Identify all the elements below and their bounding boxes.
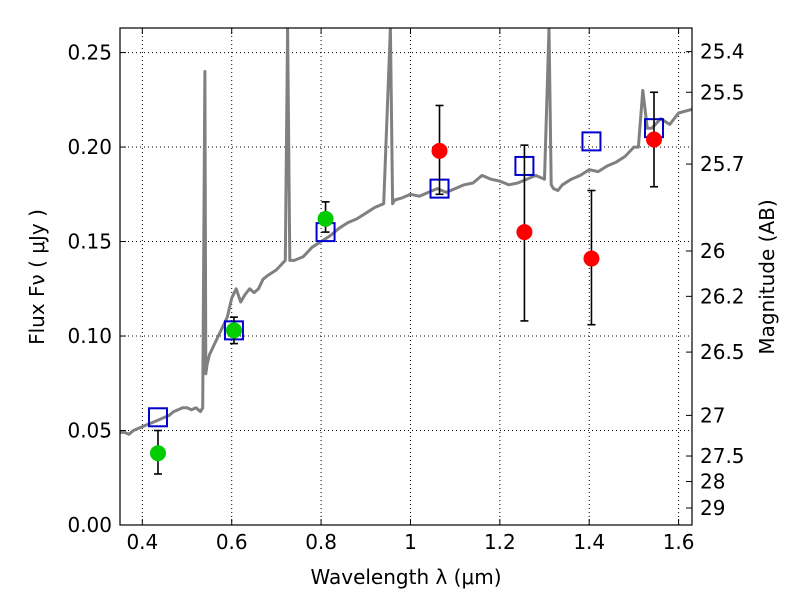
y-tick-label: 0.10 bbox=[67, 324, 112, 348]
y-tick-label: 0.00 bbox=[67, 513, 112, 537]
right-tick-label: 28 bbox=[700, 470, 725, 494]
observed-flux-marker bbox=[225, 322, 242, 339]
observed-flux-marker bbox=[583, 250, 600, 267]
right-tick-label: 26.2 bbox=[700, 284, 745, 308]
right-tick-label: 29 bbox=[700, 496, 725, 520]
model-spectrum-line bbox=[120, 28, 692, 436]
observed-flux-marker bbox=[431, 142, 448, 159]
model-photometry-marker bbox=[147, 407, 168, 428]
observed-flux-marker bbox=[149, 445, 166, 462]
y-tick-label: 0.15 bbox=[67, 230, 112, 254]
observed-flux-marker bbox=[646, 131, 663, 148]
x-tick-label: 1.2 bbox=[484, 530, 516, 554]
x-tick-label: 0.8 bbox=[305, 530, 337, 554]
x-axis-label: Wavelength λ (μm) bbox=[310, 565, 501, 589]
x-tick-label: 0.6 bbox=[216, 530, 248, 554]
right-tick-label: 26.5 bbox=[700, 340, 745, 364]
right-tick-label: 25.7 bbox=[700, 152, 745, 176]
y-axis-label: Flux Fν ( μJy ) bbox=[25, 209, 49, 345]
right-tick-label: 25.5 bbox=[700, 80, 745, 104]
plot-frame bbox=[119, 27, 693, 526]
y-tick-label: 0.25 bbox=[67, 41, 112, 65]
y-tick-label: 0.20 bbox=[67, 135, 112, 159]
plot-area bbox=[120, 28, 692, 475]
right-tick-label: 26 bbox=[700, 239, 725, 263]
x-tick-label: 0.4 bbox=[126, 530, 158, 554]
observed-flux-marker bbox=[317, 210, 334, 227]
model-photometry-marker bbox=[581, 131, 602, 152]
right-tick-label: 27 bbox=[700, 403, 725, 427]
x-tick-label: 1 bbox=[404, 530, 417, 554]
x-tick-label: 1.6 bbox=[663, 530, 695, 554]
y-tick-label: 0.05 bbox=[67, 419, 112, 443]
right-axis-label: Magnitude (AB) bbox=[755, 199, 779, 354]
observed-flux-marker bbox=[516, 224, 533, 241]
right-tick-label: 25.4 bbox=[700, 40, 745, 64]
x-tick-label: 1.4 bbox=[573, 530, 605, 554]
axes-ticks: 0.4 0.6 0.8 1 1.2 1.4 1.6 0.00 0.05 0.10 0.15 0.20 0… bbox=[67, 28, 745, 554]
right-tick-label: 27.5 bbox=[700, 444, 745, 468]
